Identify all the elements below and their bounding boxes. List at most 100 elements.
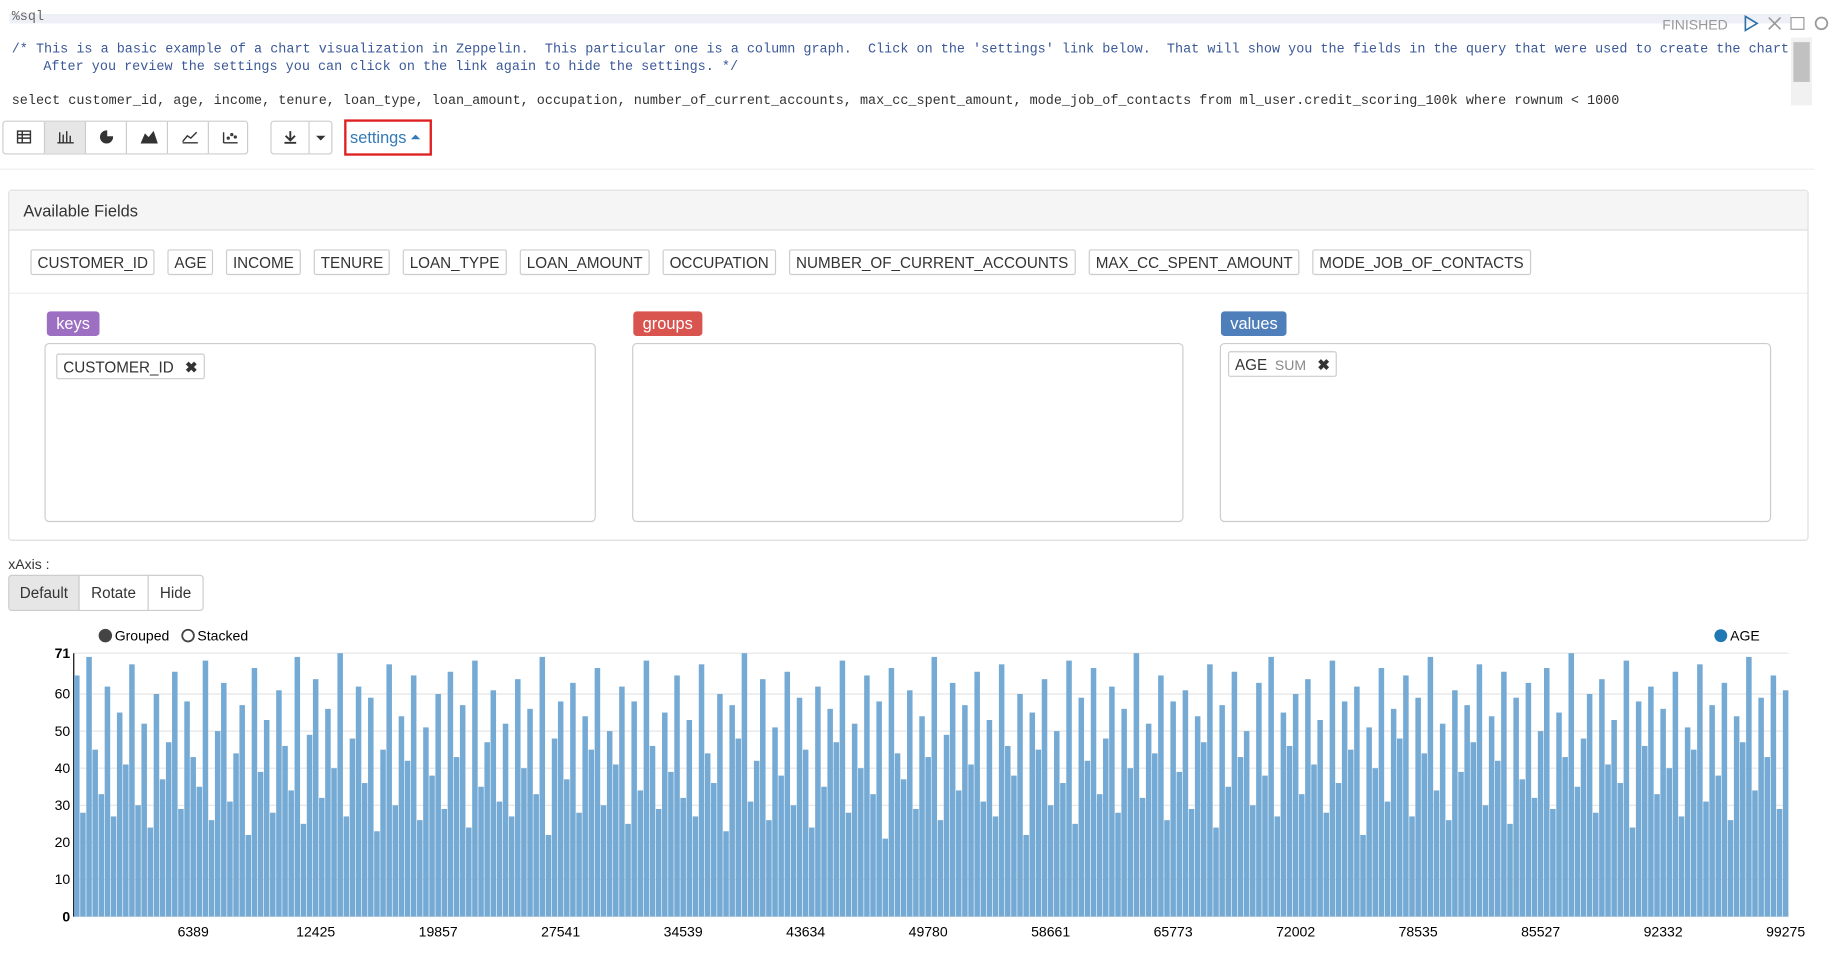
- bar: [239, 705, 245, 917]
- bar: [735, 738, 742, 917]
- field-pill[interactable]: MODE_JOB_OF_CONTACTS: [1312, 249, 1531, 276]
- bar: [1415, 697, 1421, 917]
- bar: [392, 805, 399, 917]
- bar: [949, 682, 956, 917]
- bar: [343, 816, 350, 917]
- bar: [141, 723, 147, 917]
- values-box[interactable]: [1219, 342, 1772, 523]
- remove[interactable]: ✖: [1317, 355, 1331, 374]
- bar: [521, 768, 527, 917]
- bar: [802, 749, 809, 917]
- bar: [1139, 797, 1146, 917]
- bar: [1378, 668, 1385, 917]
- field-pill[interactable]: OCCUPATION: [662, 249, 776, 276]
- bar: [1152, 753, 1158, 917]
- field-pill[interactable]: MAX_CC_SPENT_AMOUNT: [1088, 249, 1300, 276]
- value-agg[interactable]: SUM: [1274, 357, 1307, 374]
- bar: [1194, 716, 1201, 917]
- bar: [1262, 775, 1268, 917]
- xaxis-label: xAxis :: [8, 556, 50, 573]
- bar: [692, 816, 699, 917]
- bar: [1011, 775, 1017, 917]
- download-button[interactable]: [270, 120, 333, 155]
- bar: [582, 716, 588, 917]
- viz-buttons[interactable]: [2, 120, 249, 155]
- y-tick-label: 0: [62, 908, 70, 924]
- keys-label: keys: [46, 311, 100, 336]
- value-item[interactable]: AGE SUM ✖: [1227, 351, 1338, 377]
- mode-label[interactable]: Stacked: [197, 627, 248, 643]
- bar: [839, 660, 846, 917]
- bar: [1648, 686, 1654, 917]
- bar: [312, 679, 319, 917]
- bar: [1360, 834, 1366, 917]
- bar: [1047, 805, 1054, 917]
- xaxis-option[interactable]: Rotate: [78, 574, 149, 612]
- bar: [594, 668, 601, 917]
- bar: [202, 660, 209, 917]
- bar: [1403, 675, 1409, 917]
- interpreter: %sql: [11, 9, 45, 25]
- settings-panel: [8, 189, 1809, 541]
- bar: [827, 708, 833, 917]
- bar: [435, 694, 441, 917]
- bar: [876, 701, 882, 917]
- groups-box[interactable]: [632, 342, 1184, 523]
- settings-link[interactable]: settings: [344, 119, 432, 156]
- field-pill[interactable]: LOAN_AMOUNT: [519, 249, 650, 276]
- xaxis-option[interactable]: Default: [8, 574, 80, 612]
- bar: [368, 697, 374, 917]
- bar: [1427, 656, 1434, 917]
- field-pill[interactable]: CUSTOMER_ID: [30, 249, 155, 276]
- mode-radio[interactable]: [181, 628, 195, 643]
- bar: [662, 712, 668, 917]
- bar: [1023, 834, 1029, 917]
- bar: [1611, 719, 1617, 917]
- x-tick-label: 49780: [909, 923, 948, 939]
- bar: [1654, 794, 1660, 917]
- bar: [723, 831, 729, 917]
- bar: [417, 820, 423, 917]
- bar: [319, 797, 325, 917]
- bar: [288, 790, 294, 917]
- bar: [447, 671, 454, 917]
- bar: [772, 727, 778, 917]
- keys-box[interactable]: [44, 342, 596, 523]
- bar: [1433, 790, 1440, 917]
- bar: [1250, 805, 1256, 917]
- bar: [1164, 820, 1170, 917]
- scrollbar[interactable]: [1791, 37, 1813, 106]
- field-pill[interactable]: NUMBER_OF_CURRENT_ACCOUNTS: [788, 249, 1076, 276]
- bar: [1256, 682, 1262, 917]
- bar: [698, 664, 705, 917]
- bar: [1225, 786, 1232, 917]
- bar: [778, 775, 784, 917]
- settings-text[interactable]: settings: [350, 127, 407, 147]
- bar: [753, 760, 760, 917]
- bar: [1568, 653, 1575, 917]
- bar: [294, 656, 301, 917]
- field-pill[interactable]: AGE: [167, 249, 214, 276]
- bar: [1574, 786, 1581, 917]
- mode-label[interactable]: Grouped: [115, 627, 170, 643]
- download-icon: [284, 121, 326, 154]
- field-pill[interactable]: INCOME: [225, 249, 301, 276]
- bar: [86, 656, 92, 917]
- remove[interactable]: ✖: [184, 358, 198, 376]
- bar: [484, 742, 490, 917]
- bar: [1231, 671, 1238, 917]
- bar: [325, 708, 331, 917]
- bar: [1390, 708, 1397, 917]
- field-pill[interactable]: TENURE: [313, 249, 391, 276]
- bar: [1084, 760, 1091, 917]
- bar: [1299, 794, 1305, 917]
- bar: [490, 690, 497, 917]
- bar: [1348, 749, 1354, 917]
- bar: [453, 757, 460, 917]
- key-item[interactable]: CUSTOMER_ID ✖: [56, 353, 205, 380]
- field-pill[interactable]: LOAN_TYPE: [402, 249, 507, 276]
- xaxis-option[interactable]: Hide: [147, 574, 204, 612]
- bar: [1439, 723, 1446, 917]
- paragraph-controls[interactable]: [1742, 14, 1832, 33]
- mode-radio[interactable]: [98, 628, 113, 643]
